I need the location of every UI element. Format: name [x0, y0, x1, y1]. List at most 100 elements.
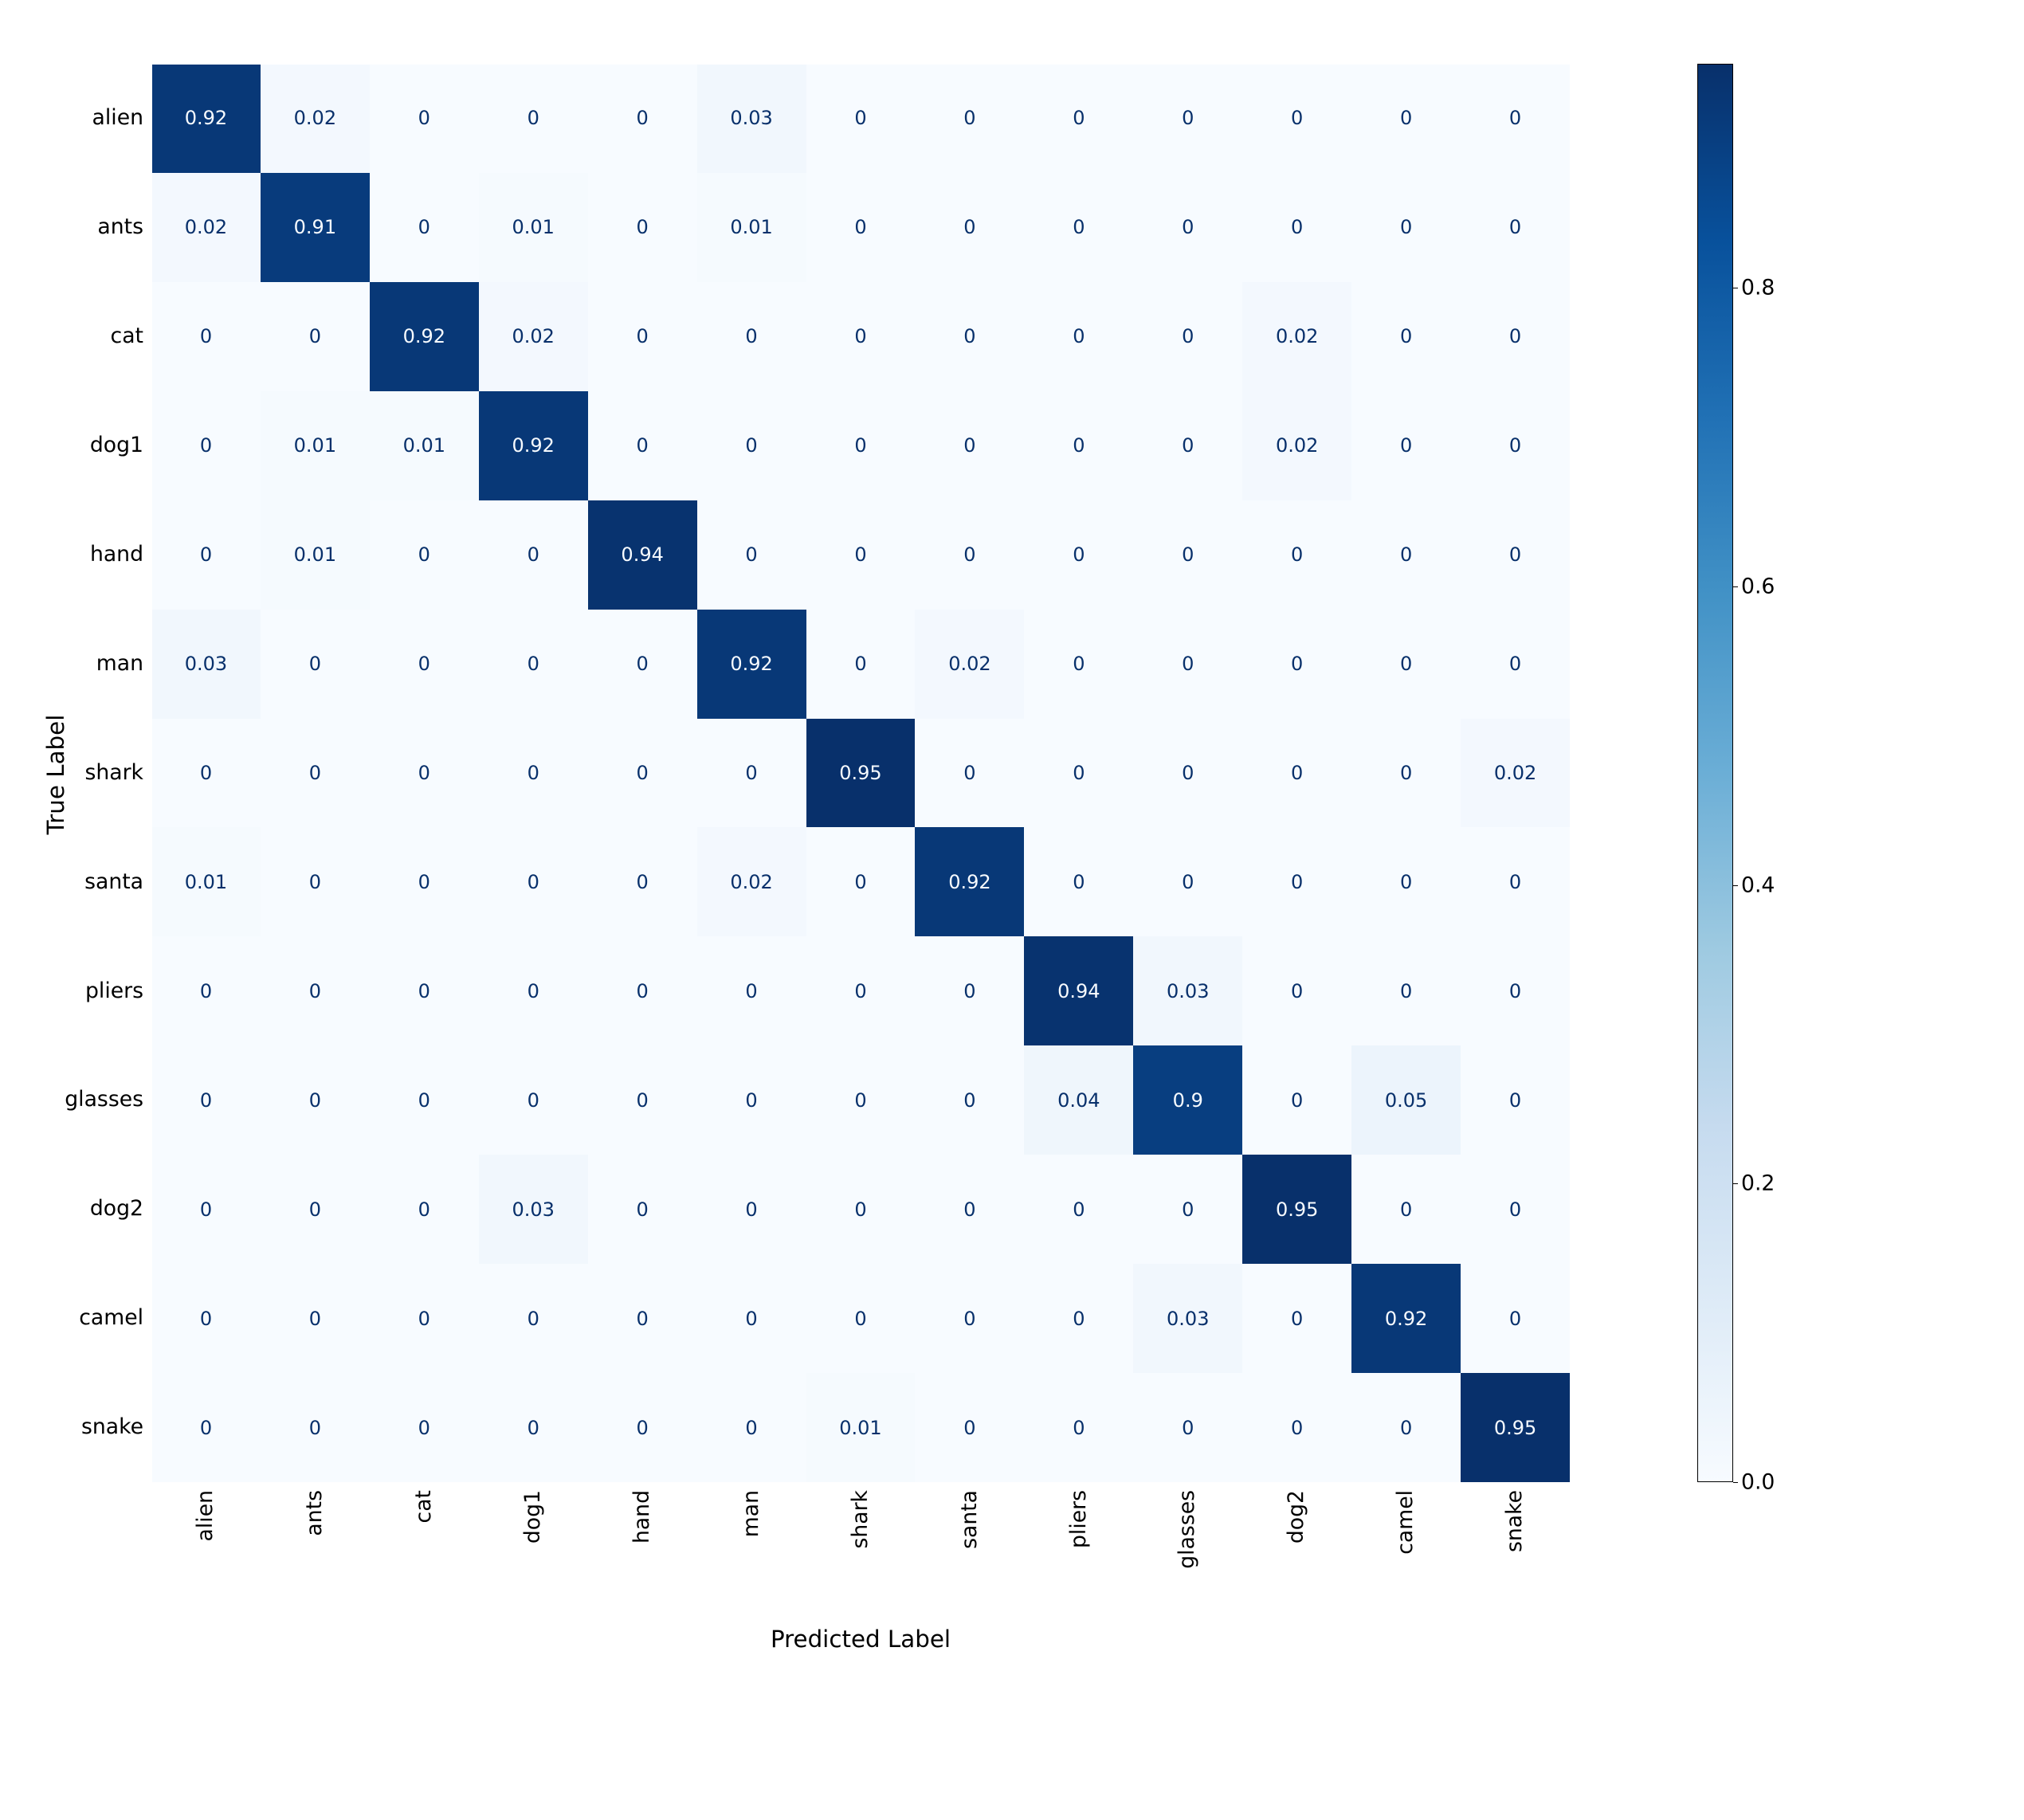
heatmap-cell-value: 0 [1400, 107, 1412, 129]
heatmap-cell-value: 0.95 [839, 762, 881, 784]
heatmap-cell: 0 [1133, 1373, 1242, 1482]
heatmap-cell: 0 [915, 500, 1024, 610]
heatmap-cell: 0 [1242, 173, 1351, 282]
heatmap-cell-value: 0 [963, 1417, 975, 1439]
heatmap-cell-value: 0.02 [1494, 762, 1536, 784]
heatmap-cell-value: 0 [1073, 543, 1085, 566]
heatmap-cell-value: 0.92 [512, 434, 555, 457]
x-tick-label: ants [304, 1490, 326, 1536]
heatmap-cell: 0 [261, 1264, 370, 1373]
heatmap-cell-value: 0 [528, 1417, 539, 1439]
heatmap-cell-value: 0 [854, 1089, 866, 1112]
heatmap-cell-value: 0 [1073, 1417, 1085, 1439]
heatmap-cell-value: 0 [528, 1308, 539, 1330]
heatmap-cell: 0 [370, 1373, 479, 1482]
heatmap-cell-value: 0 [1182, 1417, 1194, 1439]
heatmap-cell: 0 [1351, 282, 1461, 391]
heatmap-cell-value: 0 [637, 434, 649, 457]
heatmap-cell: 0 [697, 936, 806, 1045]
heatmap-cell: 0 [1242, 1264, 1351, 1373]
heatmap-cell-value: 0.95 [1276, 1198, 1318, 1221]
heatmap-cell: 0 [151, 1045, 261, 1155]
heatmap-cell-value: 0 [963, 216, 975, 238]
heatmap-cell: 0.02 [479, 282, 588, 391]
heatmap-cell: 0.92 [915, 827, 1024, 936]
heatmap-cell-value: 0 [637, 1308, 649, 1330]
heatmap-cell-value: 0 [1400, 1198, 1412, 1221]
heatmap-cell-value: 0 [1073, 325, 1085, 347]
heatmap-cell: 0.03 [697, 64, 806, 173]
heatmap-cell: 0 [1242, 719, 1351, 828]
heatmap-cell: 0.03 [479, 1155, 588, 1264]
heatmap-cell: 0 [1024, 610, 1133, 719]
heatmap-cell: 0.92 [151, 64, 261, 173]
heatmap-cell-value: 0 [200, 980, 212, 1002]
heatmap-cell-value: 0.01 [185, 871, 227, 893]
heatmap-cell: 0 [588, 1373, 697, 1482]
x-tick-label: hand [632, 1490, 653, 1543]
y-tick-label: man [96, 653, 143, 675]
heatmap-cell-value: 0.01 [730, 216, 772, 238]
heatmap-cell: 0 [479, 1373, 588, 1482]
heatmap-cell-value: 0 [745, 762, 757, 784]
heatmap-cell: 0 [1461, 1264, 1570, 1373]
heatmap-cell: 0 [697, 282, 806, 391]
heatmap-cell-value: 0 [1509, 1198, 1521, 1221]
heatmap-cell-value: 0 [309, 325, 321, 347]
heatmap-cell-value: 0 [1291, 1089, 1303, 1112]
heatmap-cell: 0.03 [1133, 936, 1242, 1045]
colorbar-tick-label: 0.0 [1741, 1470, 1775, 1495]
heatmap-cell-value: 0 [1509, 434, 1521, 457]
heatmap-cell: 0 [588, 1045, 697, 1155]
heatmap-cell-value: 0 [200, 325, 212, 347]
heatmap-cell: 0.92 [370, 282, 479, 391]
heatmap-cell-value: 0 [963, 1089, 975, 1112]
heatmap-cell: 0 [806, 1264, 916, 1373]
heatmap-cell-value: 0 [1073, 216, 1085, 238]
heatmap-cell-value: 0 [1509, 325, 1521, 347]
y-tick-label: snake [81, 1417, 143, 1438]
heatmap-cell-value: 0 [1073, 871, 1085, 893]
heatmap-cell: 0 [370, 500, 479, 610]
heatmap-cell-value: 0 [963, 107, 975, 129]
heatmap-cell-value: 0 [637, 325, 649, 347]
heatmap-cell: 0 [588, 827, 697, 936]
colorbar-tickline [1733, 1183, 1738, 1184]
y-tick-label: glasses [65, 1089, 143, 1111]
heatmap-cell-value: 0 [528, 543, 539, 566]
heatmap-cell-value: 0 [745, 1198, 757, 1221]
heatmap-cell-value: 0 [200, 1308, 212, 1330]
heatmap-cell: 0 [1461, 936, 1570, 1045]
heatmap-cell: 0.94 [1024, 936, 1133, 1045]
heatmap-cell: 0 [1133, 827, 1242, 936]
heatmap-cell: 0 [261, 936, 370, 1045]
heatmap-cell-value: 0 [1509, 107, 1521, 129]
x-axis-label: Predicted Label [151, 1626, 1570, 1653]
heatmap-cell-value: 0 [1291, 980, 1303, 1002]
heatmap-cell: 0 [1461, 1045, 1570, 1155]
heatmap-cell: 0 [479, 1264, 588, 1373]
heatmap-cell: 0 [1351, 1155, 1461, 1264]
heatmap-cell-value: 0 [309, 1198, 321, 1221]
heatmap-cell-value: 0 [418, 653, 430, 675]
heatmap-cell-value: 0 [637, 216, 649, 238]
heatmap-cell: 0 [370, 1155, 479, 1264]
heatmap-cell-value: 0.01 [294, 543, 336, 566]
heatmap-cell: 0 [1024, 1373, 1133, 1482]
heatmap-cell-value: 0 [418, 762, 430, 784]
heatmap-cell: 0 [697, 1045, 806, 1155]
heatmap-cell-value: 0 [1073, 762, 1085, 784]
heatmap-cell-value: 0.01 [839, 1417, 881, 1439]
y-tick-labels: alienantscatdog1handmansharksantapliersg… [24, 64, 143, 1482]
heatmap-cell-value: 0 [637, 762, 649, 784]
heatmap-cell-value: 0 [745, 1417, 757, 1439]
heatmap-cell: 0 [151, 1264, 261, 1373]
heatmap-cell-value: 0.04 [1057, 1089, 1100, 1112]
heatmap-cell-value: 0 [637, 107, 649, 129]
heatmap-cell-value: 0.92 [185, 107, 227, 129]
heatmap-cell-value: 0 [637, 980, 649, 1002]
heatmap-cell: 0.92 [697, 610, 806, 719]
heatmap-cell-value: 0.02 [512, 325, 555, 347]
heatmap-cell-value: 0.01 [403, 434, 445, 457]
heatmap-cell: 0 [588, 391, 697, 500]
